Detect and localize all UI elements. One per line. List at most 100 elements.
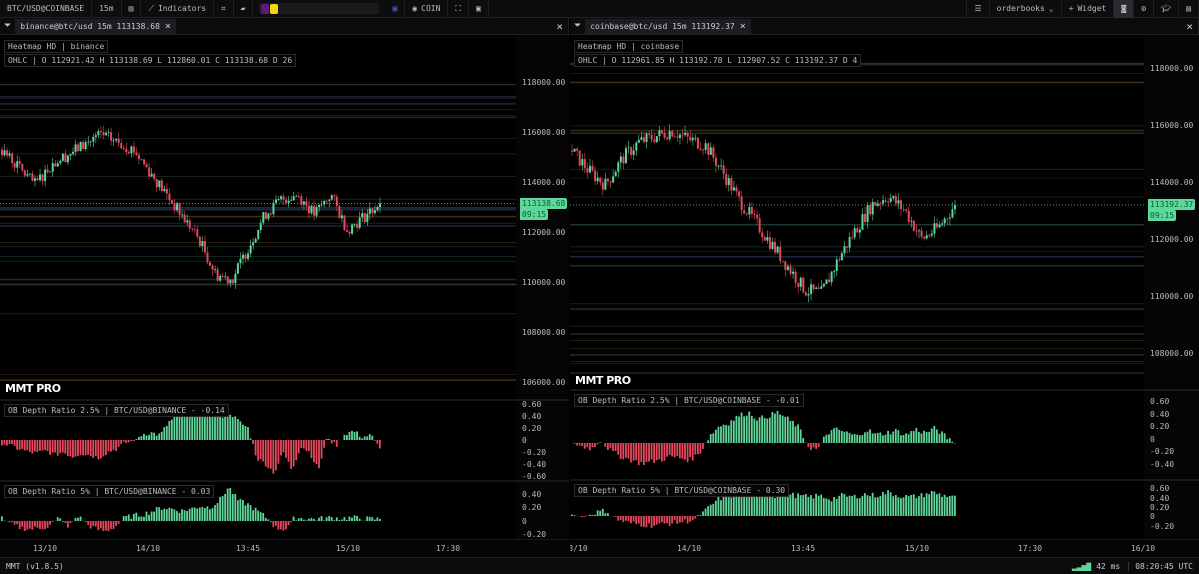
fullscreen-button[interactable]: ⛶ [448, 0, 469, 18]
candle [252, 242, 255, 246]
candle [59, 160, 62, 164]
price-axis[interactable] [516, 35, 569, 540]
depth-bar [658, 443, 661, 460]
depth-bar [249, 438, 252, 440]
depth-bar [137, 516, 140, 521]
depth-bar [650, 516, 653, 528]
tab-close-icon[interactable]: × [739, 20, 746, 32]
time-tick: 13:45 [791, 544, 815, 553]
depth-bar [606, 513, 609, 516]
candle [54, 163, 57, 167]
color-swatch-yellow[interactable] [270, 3, 279, 14]
color-swatch-purple[interactable] [261, 3, 270, 14]
depth-bar [745, 415, 748, 443]
depth-bar [694, 443, 697, 455]
depth-bar [915, 498, 918, 516]
dropdown-button[interactable]: ▣ [469, 0, 489, 18]
screenshot-button[interactable]: ◙ [1114, 0, 1135, 18]
candle [77, 144, 80, 152]
depth-bar [335, 440, 338, 447]
crop-button[interactable]: ⌗ [214, 0, 234, 18]
candle [609, 181, 612, 183]
depth-bar [221, 417, 224, 440]
depth-bar [792, 420, 794, 443]
chart-tab[interactable]: binance@btc/usd 15m 113138.68 × [15, 18, 176, 34]
feedback-button[interactable]: ▤ [1179, 0, 1199, 18]
candle [835, 259, 838, 271]
filter-icon[interactable]: ⏷ [574, 21, 582, 31]
depth-bar [745, 496, 748, 516]
candle [366, 213, 369, 223]
depth-bar [31, 440, 34, 454]
candle [153, 173, 156, 180]
panel-close-icon[interactable]: × [1186, 20, 1193, 33]
last-price-tag: 113192.37 [1148, 199, 1196, 211]
depth-bar [707, 506, 710, 516]
depth-bar [272, 440, 275, 474]
color-palette[interactable] [259, 3, 380, 14]
depth-bar [236, 419, 239, 440]
timeframe-selector[interactable]: 15m [92, 0, 122, 18]
depth-bar [691, 443, 694, 461]
chart-canvas[interactable]: 118000.00 116000.00 114000.00 112000.00 1100… [570, 18, 1199, 557]
filter-icon[interactable]: ⏷ [4, 21, 12, 31]
candle [117, 138, 120, 144]
depth-bar [252, 510, 254, 521]
depth-bar [132, 440, 135, 442]
indicators-button[interactable]: ⟋ Indicators [141, 0, 215, 18]
time-axis[interactable] [570, 540, 1199, 557]
candle [838, 259, 841, 261]
candle [361, 213, 364, 218]
depth-bar [6, 440, 8, 446]
hd-button[interactable]: ▣ [385, 0, 406, 18]
candle [242, 254, 245, 259]
depth-bar [130, 440, 133, 442]
list-button[interactable]: ☰ [966, 0, 990, 18]
depth-bar [216, 503, 219, 521]
chart-tab[interactable]: coinbase@btc/usd 15m 113192.37 × [585, 18, 751, 34]
open-folder-button[interactable]: ▰ [234, 0, 254, 18]
candle [666, 137, 669, 140]
settings-button[interactable]: ⚙ [1134, 0, 1155, 18]
depth-bar [79, 440, 82, 456]
coin-button[interactable]: ◉ COIN [405, 0, 449, 18]
depth-bar [21, 521, 24, 527]
depth-bar [840, 430, 843, 443]
depth-bar [624, 516, 627, 521]
candle [676, 136, 679, 138]
indicator-legend-5[interactable]: OB Depth Ratio 5% | BTC/USD@COINBASE - 0… [574, 484, 790, 497]
add-widget-button[interactable]: + Widget [1062, 0, 1115, 18]
chart-type-button[interactable]: ▥ [122, 0, 142, 18]
tab-close-icon[interactable]: × [164, 20, 171, 32]
indicator-legend-5[interactable]: OB Depth Ratio 5% | BTC/USD@BINANCE - 0.… [4, 485, 215, 498]
depth-bar [170, 508, 173, 521]
learn-button[interactable]: 🎓︎ [1154, 0, 1180, 18]
indicator-tick: -0.40 [1150, 460, 1174, 469]
candle [954, 205, 956, 210]
depth-bar [691, 516, 694, 521]
candle [84, 142, 87, 150]
depth-bar [41, 440, 44, 451]
candle [717, 165, 720, 167]
chart-canvas[interactable]: 118000.00 116000.00 114000.00 112000.00 1100… [0, 18, 569, 557]
panel-close-icon[interactable]: × [556, 20, 563, 33]
time-tick: 14/10 [677, 544, 701, 553]
version-label: MMT (v1.8.5) [6, 561, 64, 571]
depth-bar [694, 516, 697, 519]
depth-bar [206, 410, 209, 440]
price-axis[interactable] [1144, 35, 1199, 540]
symbol-selector[interactable]: BTC/USD@COINBASE [0, 0, 93, 18]
depth-bar [727, 425, 730, 443]
depth-bar [882, 491, 884, 516]
candle [3, 150, 6, 156]
indicator-legend-2-5[interactable]: OB Depth Ratio 2.5% | BTC/USD@BINANCE - … [4, 404, 229, 417]
time-axis[interactable] [0, 540, 569, 557]
depth-bar [356, 431, 358, 440]
depth-bar [786, 416, 789, 443]
depth-bar [740, 412, 743, 443]
indicator-legend-2-5[interactable]: OB Depth Ratio 2.5% | BTC/USD@COINBASE -… [574, 394, 804, 407]
candle [307, 205, 310, 214]
depth-bar [56, 517, 59, 521]
depth-bar [295, 520, 298, 521]
layout-selector[interactable]: orderbooks ⌄ [990, 0, 1062, 18]
